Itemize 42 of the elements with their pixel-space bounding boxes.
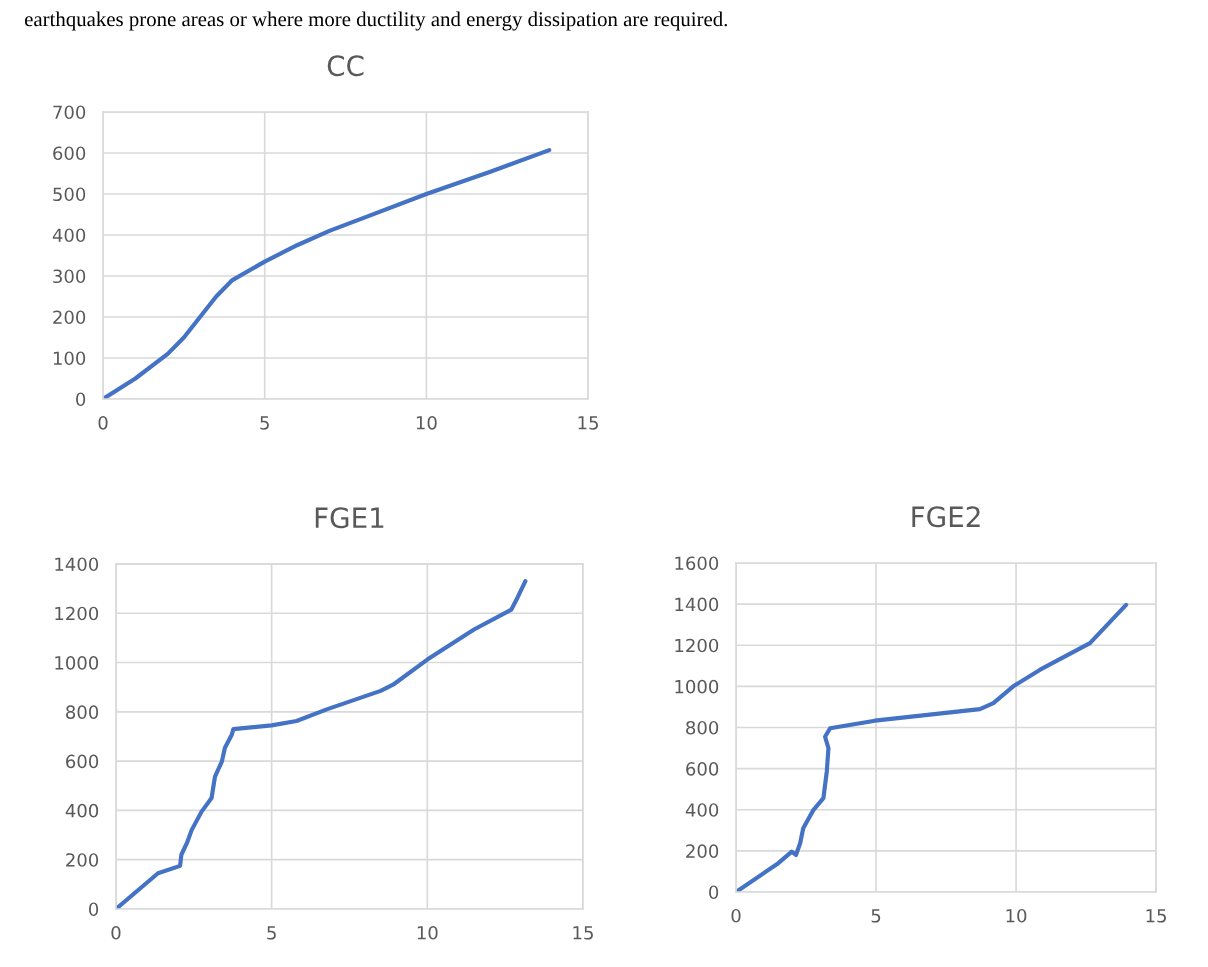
y-tick-label: 1600 [675,556,719,571]
x-tick-label: 0 [731,908,741,923]
y-tick-label: 400 [65,803,99,818]
x-tick-label: 10 [416,415,437,430]
x-tick-label: 15 [1146,909,1166,923]
y-tick-label: 400 [52,228,86,243]
line-series [103,148,552,399]
text: earthquakes prone areas or where more ductility and energy dissipation are required. [24,11,727,31]
x-tick-label: 5 [871,909,881,923]
y-tick-label: 1000 [675,679,719,694]
y-tick-label: 200 [66,853,99,867]
y-tick-label: 300 [53,269,86,284]
y-tick-label: 1200 [675,638,719,653]
y-tick-label: 100 [53,351,86,366]
chart-title: FGE2 [912,506,980,528]
y-tick-label: 600 [686,762,719,776]
chart-title: CC [327,55,364,77]
y-tick-label: 1000 [55,655,99,670]
y-tick-label: 800 [66,705,99,719]
y-tick-label: 200 [53,310,86,325]
x-tick-label: 5 [267,926,276,940]
x-tick-label: 15 [573,926,593,940]
y-tick-label: 600 [66,754,99,769]
y-tick-label: 1400 [675,597,719,612]
y-tick-label: 0 [709,885,719,900]
line-series [736,602,1129,892]
y-tick-label: 600 [53,146,86,161]
y-tick-label: 0 [76,392,86,407]
y-tick-label: 400 [685,803,719,817]
x-tick-label: 0 [111,925,121,940]
y-tick-label: 1200 [55,606,99,621]
chart-title: FGE1 [315,507,384,529]
y-tick-label: 800 [686,720,719,735]
x-tick-label: 15 [578,416,598,430]
x-tick-label: 5 [260,416,269,430]
x-tick-label: 10 [1006,908,1027,923]
y-tick-label: 200 [686,844,719,858]
y-tick-label: 1400 [55,557,99,572]
y-tick-label: 700 [53,105,86,120]
x-tick-label: 10 [417,925,438,940]
line-series [115,579,528,909]
y-tick-label: 500 [53,187,86,202]
